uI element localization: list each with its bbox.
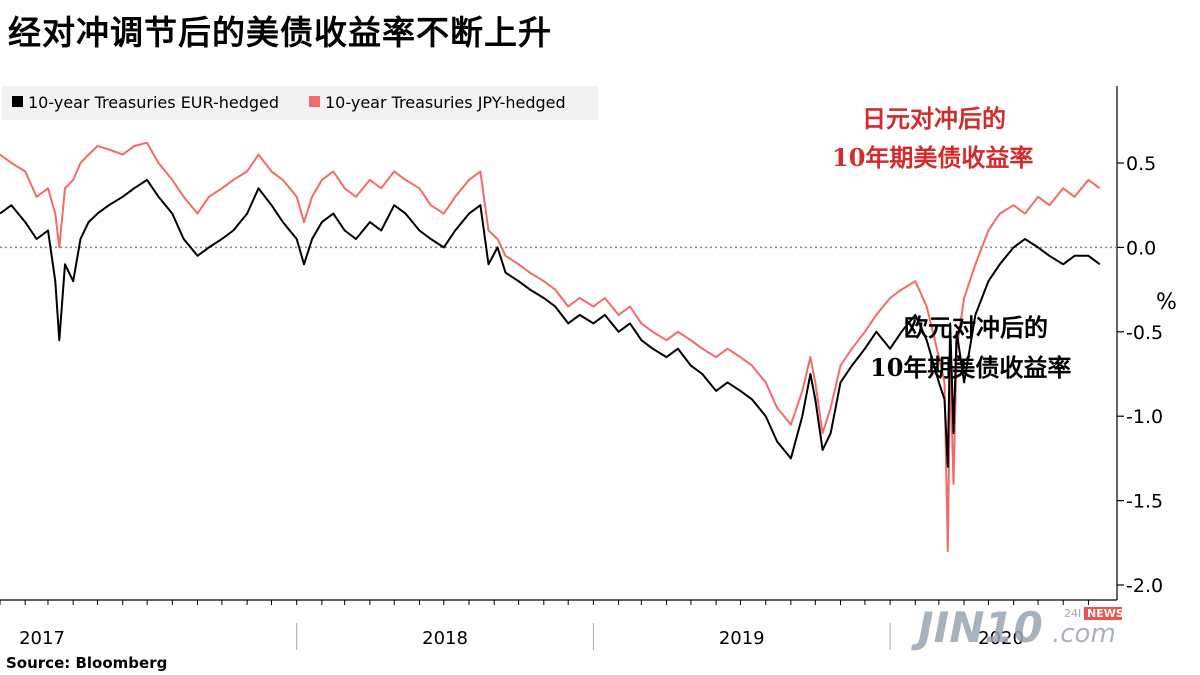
y-tick-label: -1.0 (1126, 406, 1163, 428)
watermark-suffix: .com (1052, 619, 1116, 649)
legend-swatch-jpy (309, 96, 320, 107)
chart-title: 经对冲调节后的美债收益率不断上升 (8, 13, 552, 52)
y-tick-label: 0.0 (1126, 237, 1156, 259)
y-tick-label: -2.0 (1126, 575, 1163, 597)
annotation-eur-line2: 10年期美债收益率 (870, 353, 1071, 382)
watermark-tag-right: NEWS (1087, 607, 1124, 620)
watermark-brand: JIN10 (911, 603, 1043, 652)
annotation-jpy-line2: 10年期美债收益率 (832, 143, 1033, 172)
x-axis-ticks (0, 600, 1089, 605)
x-year-label: 2018 (422, 628, 468, 649)
y-tick-label: 0.5 (1126, 153, 1156, 175)
watermark-tag-left: 24I (1064, 607, 1081, 620)
x-year-label: 2017 (19, 628, 65, 649)
year-separators: 2017 2018 2019 2020 (19, 623, 1024, 650)
legend-swatch-eur (12, 96, 23, 107)
legend-label-eur: 10-year Treasuries EUR-hedged (28, 93, 279, 112)
series-line-eur-hedged (0, 178, 1101, 468)
annotation-jpy-line1: 日元对冲后的 (862, 104, 1006, 133)
y-axis-unit: % (1156, 290, 1177, 315)
legend-label-jpy: 10-year Treasuries JPY-hedged (325, 93, 566, 112)
annotation-eur-line1: 欧元对冲后的 (904, 313, 1048, 342)
jin10-watermark: JIN10 .com 24I NEWS (911, 603, 1124, 652)
legend-box (2, 86, 598, 120)
y-tick-label: -0.5 (1126, 322, 1163, 344)
x-year-label: 2020 (978, 628, 1024, 649)
watermark-news-badge (1084, 607, 1122, 620)
y-tick-label: -1.5 (1126, 491, 1163, 513)
x-year-label: 2019 (719, 628, 765, 649)
y-axis-ticks: 0.5 0.0 -0.5 -1.0 -1.5 -2.0 (1117, 153, 1163, 597)
series-line-jpy-hedged (0, 141, 1101, 553)
source-note: Source: Bloomberg (6, 654, 168, 672)
